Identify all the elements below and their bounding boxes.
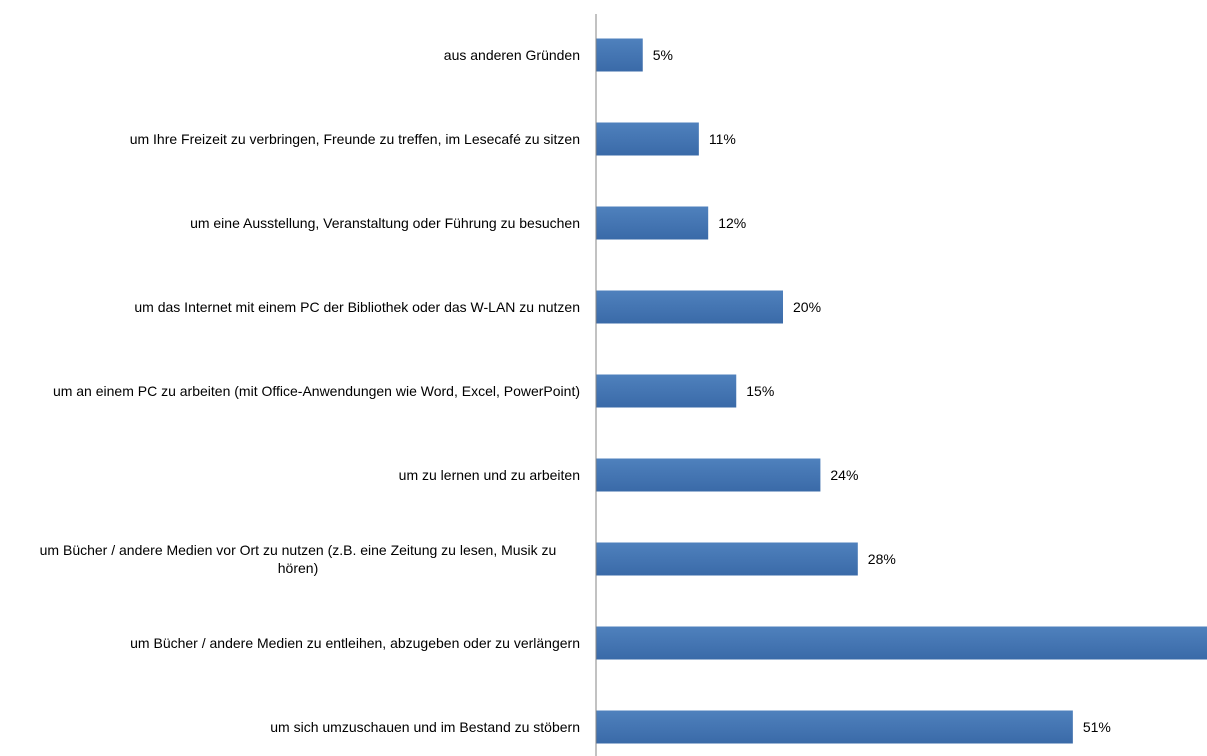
category-label-line: um sich umzuschauen und im Bestand zu st… bbox=[270, 719, 580, 735]
data-label: 28% bbox=[868, 551, 896, 567]
data-label: 12% bbox=[718, 215, 746, 231]
bar bbox=[596, 290, 783, 324]
category-label: um Bücher / andere Medien zu entleihen, … bbox=[130, 635, 580, 651]
category-label-line: um Bücher / andere Medien vor Ort zu nut… bbox=[40, 542, 557, 558]
category-label-line: hören) bbox=[278, 560, 318, 576]
category-label: aus anderen Gründen bbox=[444, 47, 580, 63]
data-label: 24% bbox=[830, 467, 858, 483]
data-label: 20% bbox=[793, 299, 821, 315]
category-label: um eine Ausstellung, Veranstaltung oder … bbox=[190, 215, 580, 231]
category-label: um zu lernen und zu arbeiten bbox=[399, 467, 580, 483]
bars-layer bbox=[596, 38, 1207, 744]
category-label-line: aus anderen Gründen bbox=[444, 47, 580, 63]
category-label: um Ihre Freizeit zu verbringen, Freunde … bbox=[130, 131, 580, 147]
category-label-line: um an einem PC zu arbeiten (mit Office-A… bbox=[53, 383, 580, 399]
category-label-line: um das Internet mit einem PC der Bibliot… bbox=[134, 299, 580, 315]
data-label: 51% bbox=[1083, 719, 1111, 735]
category-labels-layer: aus anderen Gründen um Ihre Freizeit zu v… bbox=[40, 47, 580, 735]
category-label-line: um zu lernen und zu arbeiten bbox=[399, 467, 580, 483]
bar bbox=[596, 206, 709, 240]
category-label-line: um Bücher / andere Medien zu entleihen, … bbox=[130, 635, 580, 651]
bar bbox=[596, 626, 1207, 660]
category-label: um an einem PC zu arbeiten (mit Office-A… bbox=[53, 383, 580, 399]
bar bbox=[596, 122, 699, 156]
category-label: um das Internet mit einem PC der Bibliot… bbox=[134, 299, 580, 315]
data-label: 11% bbox=[709, 131, 736, 147]
bar bbox=[596, 542, 858, 576]
value-labels-layer: 5%11%12%20%15%24%28%75%51% bbox=[653, 47, 1111, 735]
bar bbox=[596, 38, 643, 72]
category-label-line: um Ihre Freizeit zu verbringen, Freunde … bbox=[130, 131, 580, 147]
bar bbox=[596, 710, 1073, 744]
data-label: 5% bbox=[653, 47, 673, 63]
category-label: um sich umzuschauen und im Bestand zu st… bbox=[270, 719, 580, 735]
bar bbox=[596, 374, 737, 408]
data-label: 15% bbox=[746, 383, 774, 399]
category-label-line: um eine Ausstellung, Veranstaltung oder … bbox=[190, 215, 580, 231]
category-label: um Bücher / andere Medien vor Ort zu nut… bbox=[40, 542, 557, 576]
bar bbox=[596, 458, 821, 492]
